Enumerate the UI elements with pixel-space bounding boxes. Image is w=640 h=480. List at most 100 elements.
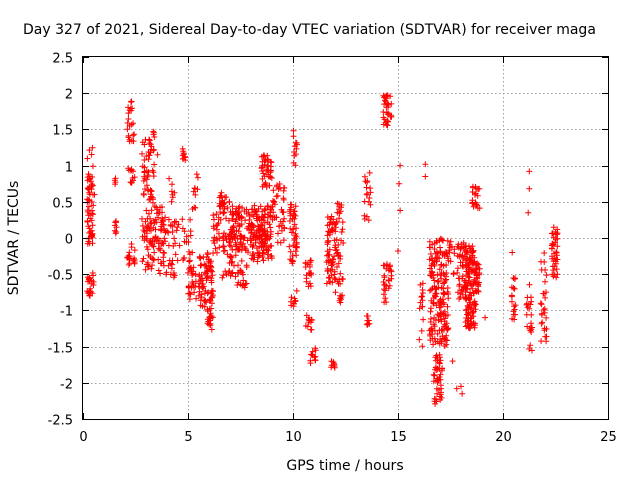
data-point <box>417 281 424 288</box>
data-point <box>438 262 444 269</box>
data-point <box>154 151 161 158</box>
data-point <box>430 371 437 378</box>
data-point <box>125 261 132 268</box>
data-point <box>303 278 310 285</box>
data-point <box>131 260 138 267</box>
data-point <box>147 215 154 222</box>
data-point <box>287 248 294 255</box>
data-point <box>233 243 240 250</box>
data-point <box>476 279 482 286</box>
data-point <box>145 263 152 270</box>
data-point <box>153 204 160 211</box>
data-point <box>459 390 466 397</box>
data-point <box>214 249 220 256</box>
y-tick-label: 0 <box>65 233 73 248</box>
data-point <box>287 212 294 219</box>
data-point <box>436 359 443 366</box>
data-point <box>550 234 557 241</box>
data-point <box>464 317 471 324</box>
data-point <box>335 280 342 287</box>
data-point <box>337 253 344 260</box>
data-point <box>306 270 313 277</box>
data-point <box>112 179 119 186</box>
data-point <box>270 197 276 204</box>
data-point <box>158 219 165 226</box>
data-point <box>434 366 441 373</box>
data-point <box>141 141 148 148</box>
data-point <box>472 199 479 206</box>
data-point <box>221 205 228 212</box>
data-point <box>89 182 96 189</box>
data-point <box>230 223 237 229</box>
data-point <box>130 120 137 127</box>
data-point <box>220 237 227 244</box>
data-point <box>436 266 443 273</box>
data-point <box>432 338 439 345</box>
data-point <box>230 211 237 217</box>
data-point <box>228 243 234 250</box>
data-point <box>112 230 119 237</box>
data-point <box>380 262 387 269</box>
data-point <box>458 287 465 294</box>
data-point <box>433 239 440 246</box>
data-point <box>441 253 448 259</box>
data-point <box>142 218 149 225</box>
data-point <box>189 272 196 279</box>
data-point <box>526 305 533 312</box>
data-point <box>287 206 294 213</box>
data-point <box>439 326 446 333</box>
data-point <box>151 249 158 256</box>
data-point <box>467 248 474 255</box>
data-point <box>264 162 271 169</box>
data-point <box>307 257 314 264</box>
data-point <box>543 272 550 279</box>
data-point <box>475 283 482 290</box>
data-point <box>550 267 557 274</box>
data-point <box>462 277 469 284</box>
data-point <box>126 136 133 143</box>
data-point <box>221 199 228 206</box>
data-point <box>270 187 277 194</box>
data-point <box>130 168 136 175</box>
data-point <box>385 277 392 284</box>
data-point <box>329 259 335 266</box>
data-point <box>204 290 211 297</box>
data-point <box>441 271 448 278</box>
data-point <box>364 317 371 324</box>
data-point <box>309 352 316 359</box>
data-point <box>542 294 549 301</box>
data-point <box>149 194 156 201</box>
data-point <box>397 162 404 169</box>
data-point <box>281 185 288 191</box>
data-point <box>86 274 93 281</box>
data-point <box>149 262 156 269</box>
data-point <box>259 231 266 238</box>
data-point <box>151 161 158 168</box>
data-point <box>427 251 434 257</box>
data-point <box>438 275 445 282</box>
data-point <box>214 222 221 228</box>
data-point <box>526 168 533 175</box>
data-point <box>250 251 257 257</box>
data-point <box>192 185 198 192</box>
data-point <box>307 326 314 333</box>
data-point <box>140 255 147 262</box>
data-point <box>422 161 429 168</box>
chart-title: Day 327 of 2021, Sidereal Day-to-day VTE… <box>23 22 596 38</box>
data-point <box>420 316 427 323</box>
data-point <box>185 284 192 290</box>
data-point <box>211 240 218 247</box>
data-point <box>266 235 273 242</box>
data-point <box>197 262 204 269</box>
data-point <box>266 221 273 228</box>
data-point <box>224 205 231 211</box>
data-point <box>293 287 300 294</box>
data-point <box>256 214 262 221</box>
data-point <box>139 150 145 157</box>
data-point <box>537 300 544 307</box>
data-point <box>254 236 260 243</box>
data-point <box>220 248 227 255</box>
data-point <box>148 143 155 150</box>
y-tick-label: -1 <box>60 305 73 320</box>
data-point <box>288 229 295 236</box>
